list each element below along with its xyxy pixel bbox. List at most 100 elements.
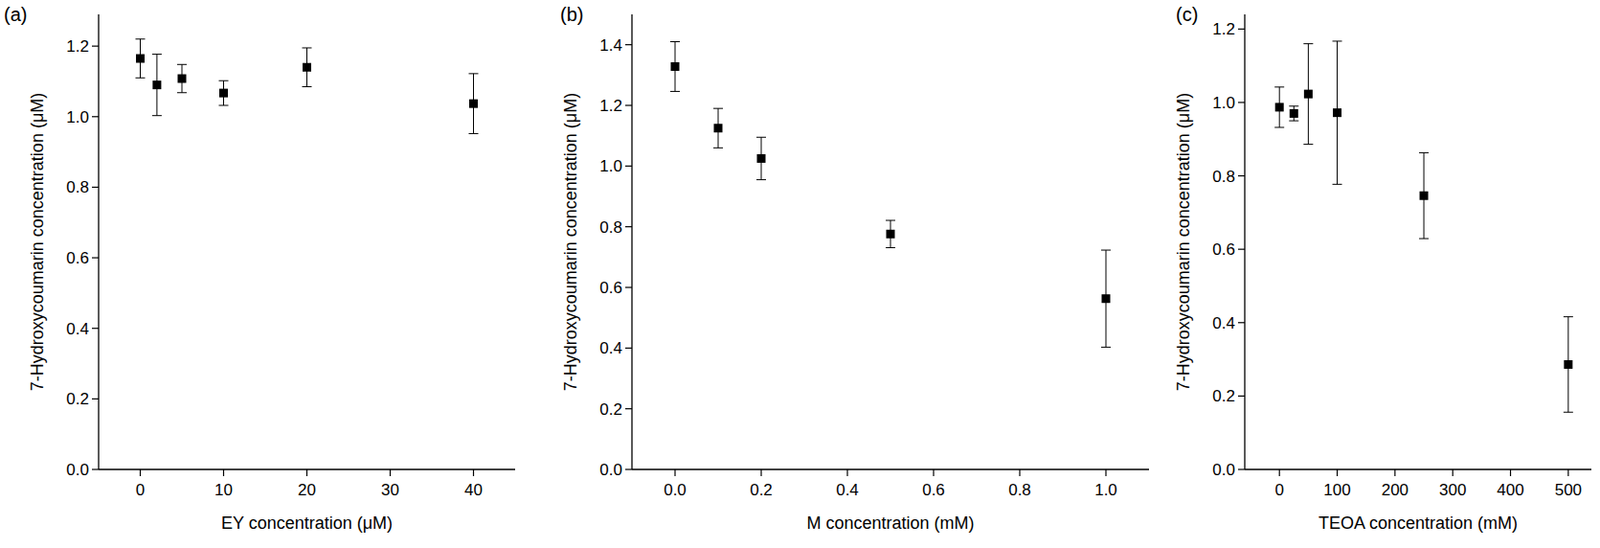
- x-tick: [932, 469, 934, 476]
- x-tick: [306, 469, 308, 476]
- point: [714, 123, 723, 133]
- y-tick-label: 0.2: [1212, 386, 1236, 406]
- y-tick-label: 1.2: [1212, 20, 1236, 39]
- error-cap: [1332, 40, 1343, 42]
- y-tick-label: 0.2: [66, 389, 90, 408]
- y-tick: [1238, 468, 1245, 470]
- x-tick: [1394, 469, 1396, 476]
- y-tick: [91, 468, 99, 470]
- error-cap: [1332, 183, 1343, 185]
- y-tick: [91, 398, 99, 400]
- x-axis-title: M concentration (mM): [806, 513, 974, 533]
- y-tick: [625, 407, 632, 409]
- error-cap: [756, 136, 767, 138]
- error-cap: [152, 53, 162, 55]
- y-tick: [91, 115, 99, 117]
- x-axis-title: TEOA concentration (mM): [1318, 513, 1518, 533]
- error-cap: [1419, 238, 1429, 240]
- error-bar: [469, 73, 479, 135]
- x-axis: [631, 468, 1150, 470]
- panel: 0102030400.00.20.40.60.81.01.2EY concent…: [3, 3, 516, 533]
- error-cap: [713, 108, 723, 110]
- x-tick-label: 10: [214, 480, 233, 499]
- error-cap: [152, 114, 162, 116]
- point: [1419, 191, 1429, 201]
- point: [302, 63, 312, 72]
- y-tick-label: 0.8: [66, 178, 90, 197]
- point: [1304, 90, 1313, 99]
- y-tick-label: 0.0: [599, 460, 623, 479]
- point: [1275, 102, 1285, 112]
- point: [1332, 108, 1342, 117]
- y-tick: [1238, 321, 1245, 323]
- data-group: [135, 39, 479, 135]
- error-cap: [1288, 105, 1299, 107]
- x-tick: [1452, 469, 1454, 476]
- x-axis-title: EY concentration (μM): [221, 513, 393, 533]
- error-bar: [1288, 106, 1299, 121]
- y-tick-label: 0.4: [1212, 314, 1236, 333]
- y-tick: [1238, 248, 1245, 250]
- y-tick: [1238, 175, 1245, 177]
- error-cap: [885, 247, 896, 248]
- error-bar: [302, 47, 313, 88]
- error-cap: [1303, 143, 1313, 145]
- x-tick: [674, 469, 676, 476]
- y-tick-label: 1.0: [1212, 93, 1236, 113]
- error-cap: [1274, 86, 1285, 88]
- x-tick-label: 0.6: [922, 480, 946, 499]
- error-cap: [135, 38, 146, 40]
- point: [886, 229, 896, 239]
- error-bar: [1101, 249, 1111, 347]
- panel-label: (b): [560, 3, 584, 25]
- error-bar: [152, 54, 162, 116]
- x-tick: [389, 469, 391, 476]
- point: [219, 89, 228, 98]
- error-cap: [1419, 152, 1429, 154]
- x-tick-label: 300: [1439, 480, 1466, 499]
- y-tick: [625, 347, 632, 349]
- error-cap: [469, 133, 479, 135]
- error-bar: [885, 220, 896, 248]
- error-cap: [1101, 346, 1111, 348]
- y-tick: [91, 327, 99, 329]
- x-tick: [473, 469, 474, 476]
- point: [1289, 109, 1299, 118]
- y-axis: [630, 14, 632, 470]
- y-axis-title: 7-Hydroxycoumarin concentration (μM): [1173, 92, 1194, 391]
- x-tick-label: 0: [135, 480, 145, 499]
- point: [135, 54, 145, 64]
- x-tick: [760, 469, 762, 476]
- y-tick: [625, 468, 632, 470]
- y-tick-label: 0.4: [599, 338, 623, 358]
- x-tick: [1567, 469, 1569, 476]
- x-axis: [1244, 468, 1592, 470]
- error-cap: [1274, 126, 1285, 128]
- x-tick-label: 0: [1274, 480, 1284, 499]
- x-tick-label: 500: [1554, 480, 1582, 499]
- x-tick: [846, 469, 848, 476]
- y-tick: [1238, 28, 1245, 30]
- y-tick: [1238, 101, 1245, 103]
- y-tick: [91, 256, 99, 258]
- y-tick: [625, 286, 632, 288]
- error-bar: [1563, 316, 1574, 413]
- error-bar: [1332, 41, 1343, 184]
- error-cap: [885, 220, 896, 222]
- error-bar: [135, 39, 146, 79]
- y-axis-title: 7-Hydroxycoumarin concentration (μM): [27, 92, 47, 391]
- y-tick-label: 0.6: [599, 278, 623, 297]
- x-tick: [1509, 469, 1511, 476]
- error-cap: [1303, 43, 1313, 45]
- y-tick-label: 1.0: [599, 157, 623, 176]
- x-tick-label: 0.8: [1008, 480, 1032, 499]
- error-cap: [1288, 120, 1299, 122]
- error-bar: [219, 80, 229, 106]
- error-cap: [302, 86, 313, 88]
- point: [1563, 360, 1573, 369]
- error-bar: [713, 108, 723, 148]
- data-group: [1274, 41, 1574, 412]
- y-tick-label: 0.0: [66, 460, 90, 479]
- error-cap: [1563, 315, 1574, 317]
- y-tick-label: 0.4: [66, 319, 90, 339]
